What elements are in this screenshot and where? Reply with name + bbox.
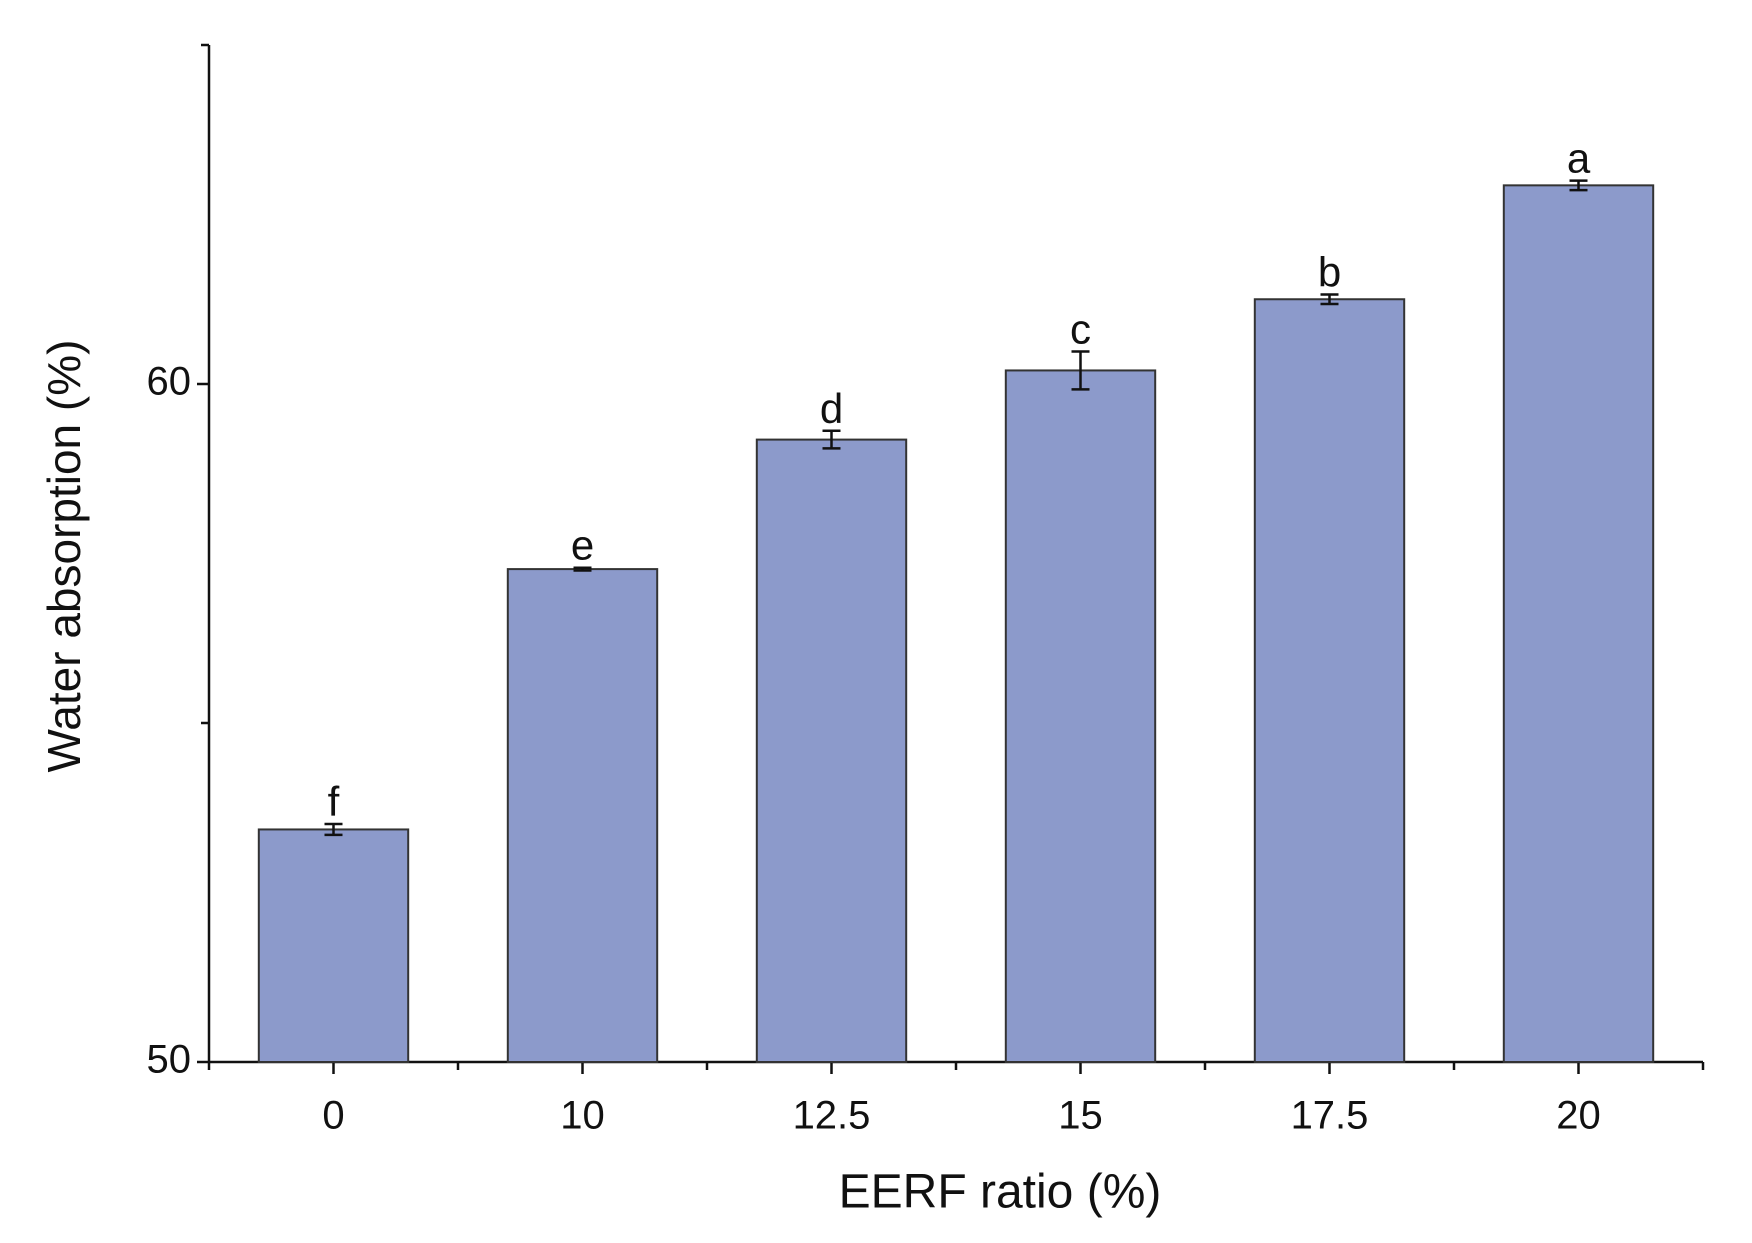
y-tick-label: 50 — [147, 1038, 192, 1082]
x-tick-label: 10 — [560, 1094, 605, 1138]
significance-label: a — [1567, 135, 1591, 182]
bar — [1253, 298, 1406, 1063]
significance-label: d — [820, 385, 843, 432]
x-tick-label: 20 — [1556, 1094, 1601, 1138]
x-tick-label: 0 — [322, 1094, 344, 1138]
significance-label: b — [1318, 249, 1341, 296]
significance-label: e — [571, 522, 594, 569]
x-tick-label: 17.5 — [1291, 1094, 1369, 1138]
y-axis-title: Water absorption (%) — [38, 340, 90, 773]
x-tick-label: 15 — [1058, 1094, 1103, 1138]
x-tick-label: 12.5 — [793, 1094, 871, 1138]
y-tick-label: 60 — [147, 360, 192, 404]
bar — [1502, 184, 1655, 1063]
bar — [1004, 369, 1157, 1063]
x-axis-title: EERF ratio (%) — [839, 1166, 1162, 1219]
bar — [257, 828, 410, 1063]
significance-label: f — [328, 778, 340, 825]
significance-label: c — [1070, 305, 1091, 352]
bar — [506, 568, 659, 1063]
bar — [755, 438, 908, 1063]
